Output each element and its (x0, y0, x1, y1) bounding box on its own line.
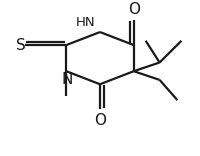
Text: N: N (62, 72, 73, 87)
Text: HN: HN (75, 16, 95, 29)
Text: O: O (94, 112, 106, 127)
Text: S: S (16, 38, 25, 53)
Text: O: O (128, 2, 140, 17)
